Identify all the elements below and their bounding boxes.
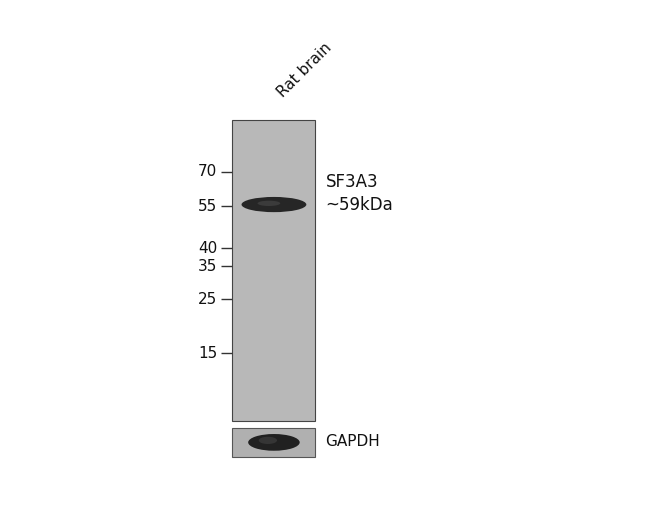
Text: 55: 55 — [198, 199, 217, 214]
Text: SF3A3: SF3A3 — [326, 173, 378, 191]
Text: 15: 15 — [198, 346, 217, 361]
Text: 35: 35 — [198, 258, 217, 274]
Ellipse shape — [242, 197, 306, 212]
Text: GAPDH: GAPDH — [326, 435, 380, 449]
Text: 40: 40 — [198, 241, 217, 256]
Bar — [233, 428, 315, 457]
Text: Rat brain: Rat brain — [274, 41, 334, 100]
Text: 70: 70 — [198, 164, 217, 179]
Text: 25: 25 — [198, 292, 217, 307]
Ellipse shape — [259, 437, 277, 444]
Bar — [233, 121, 315, 421]
Text: ~59kDa: ~59kDa — [326, 196, 393, 214]
Ellipse shape — [257, 201, 280, 206]
Ellipse shape — [248, 434, 300, 451]
